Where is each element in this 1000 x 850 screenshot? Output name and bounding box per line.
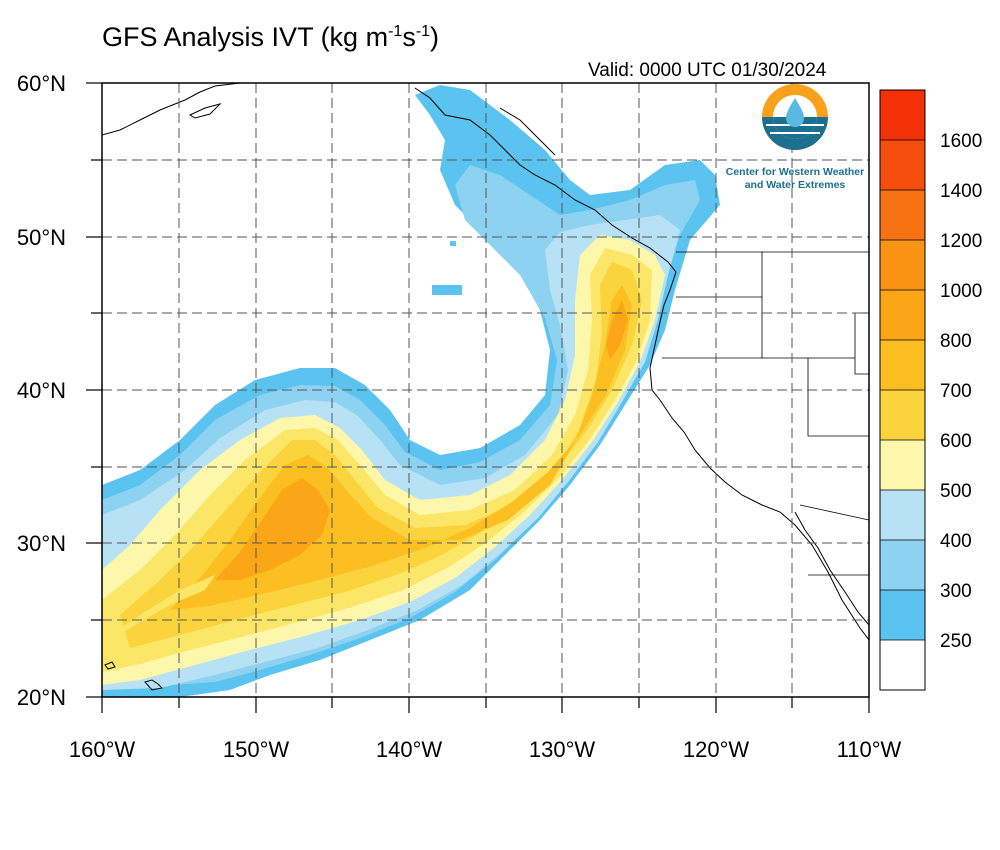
colorbar-label-600: 600 (940, 431, 972, 452)
colorbar-label-700: 700 (940, 381, 972, 402)
lat-label-20n: 20°N (17, 685, 66, 710)
lat-labels: 20°N 30°N 40°N 50°N 60°N (17, 71, 66, 710)
logo-line-1: Center for Western Weather (726, 166, 864, 178)
lon-label-110w: 110°W (837, 737, 902, 762)
hawaii (104, 661, 164, 691)
colorbar-swatch-500 (880, 490, 925, 540)
colorbar-swatch-800 (880, 340, 925, 390)
us-west-coast (649, 271, 869, 641)
lon-label-160w: 160°W (69, 737, 136, 762)
colorbar-label-300: 300 (940, 581, 972, 602)
colorbar-swatch-700 (880, 390, 925, 440)
ivt-patch-2 (450, 241, 456, 246)
colorbar-swatch-250 (880, 640, 925, 690)
alaska-coast (102, 83, 241, 136)
ivt-patch (432, 285, 462, 295)
ca-nv-border (807, 358, 869, 437)
colorbar-swatch-1800 (880, 90, 925, 140)
lat-label-50n: 50°N (17, 225, 66, 250)
lon-labels: 160°W 150°W 140°W 130°W 120°W 110°W (69, 737, 902, 762)
lat-label-40n: 40°N (17, 378, 66, 403)
mt-border (854, 312, 869, 375)
colorbar-label-1200: 1200 (940, 231, 982, 252)
map-title: GFS Analysis IVT (kg m-1s-1) (102, 22, 440, 52)
colorbar-swatch-1000 (880, 290, 925, 340)
colorbar-swatch-1400 (880, 190, 925, 240)
colorbar: 250 300 400 500 600 700 800 1000 1200 14… (879, 89, 982, 691)
lon-label-140w: 140°W (376, 737, 443, 762)
colorbar-label-500: 500 (940, 481, 972, 502)
baja-coast (794, 511, 869, 626)
colorbar-label-1600: 1600 (940, 131, 982, 152)
colorbar-label-400: 400 (940, 531, 972, 552)
lat-label-60n: 60°N (17, 71, 66, 96)
grid-lines (102, 83, 869, 697)
coastlines (102, 83, 869, 691)
colorbar-label-1000: 1000 (940, 281, 982, 302)
ivt-band-1000 (215, 478, 330, 580)
lon-label-120w: 120°W (683, 737, 750, 762)
ivt-field (102, 85, 720, 697)
colorbar-swatch-1200 (880, 240, 925, 290)
colorbar-swatch-1600 (880, 140, 925, 190)
political-borders (662, 251, 869, 576)
bc-coast (414, 87, 677, 273)
lon-label-150w: 150°W (223, 737, 290, 762)
lon-label-130w: 130°W (529, 737, 596, 762)
colorbar-swatch-400 (880, 540, 925, 590)
lat-label-30n: 30°N (17, 531, 66, 556)
mx-border (799, 504, 869, 521)
colorbar-label-800: 800 (940, 331, 972, 352)
valid-time: Valid: 0000 UTC 01/30/2024 (588, 60, 827, 81)
ivt-streak (102, 575, 215, 648)
ivt-band-1000-b (606, 300, 628, 360)
colorbar-label-250: 250 (940, 631, 972, 652)
colorbar-swatch-600 (880, 440, 925, 490)
logo-line-2: and Water Extremes (745, 179, 846, 191)
cw3e-logo: Center for Western Weather and Water Ext… (726, 84, 864, 191)
colorbar-label-1400: 1400 (940, 181, 982, 202)
tick-marks (86, 82, 870, 713)
colorbar-swatch-300 (880, 590, 925, 640)
